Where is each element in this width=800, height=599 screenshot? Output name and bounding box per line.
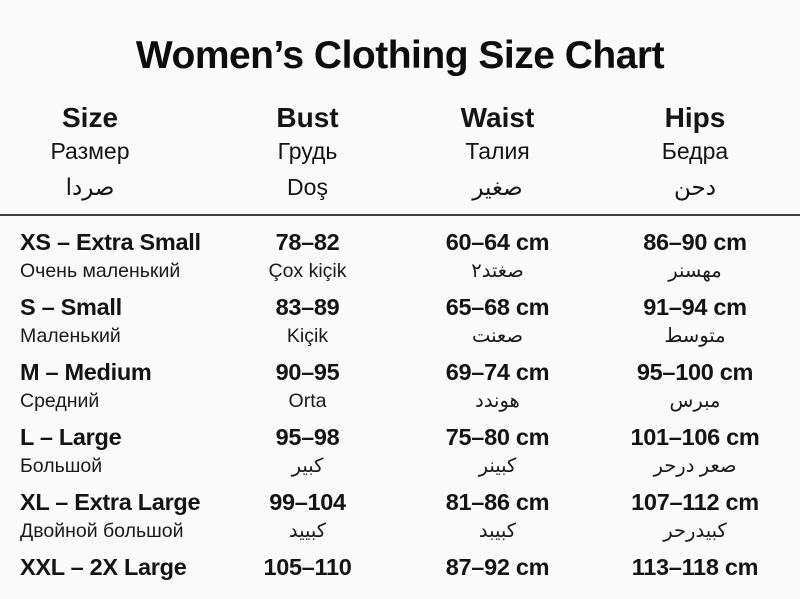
table-row: XXL – 2X Large 105–110 87–92 cm 113–118 …: [0, 545, 800, 599]
hips-translation: كبيدرحر: [663, 520, 727, 542]
size-translation: Двойной большой: [20, 520, 184, 542]
table-row: XL – Extra Large Двойной большой 99–104 …: [0, 480, 800, 545]
bust-value: 105–110: [263, 554, 352, 580]
page-title: Women’s Clothing Size Chart: [135, 34, 665, 77]
hips-value: 107–112 cm: [631, 489, 759, 515]
bust-value: 83–89: [275, 294, 340, 320]
header-waist-ru: Талия: [465, 138, 530, 164]
size-translation: Средний: [20, 390, 100, 412]
size-cell: S – Small Маленький: [0, 285, 210, 350]
hips-cell: 95–100 cm مبرس: [590, 350, 800, 415]
waist-translation: هوندد: [475, 390, 520, 412]
hips-cell: 91–94 cm متوسط: [590, 285, 800, 350]
bust-translation: Kiçik: [286, 325, 329, 347]
waist-cell: 69–74 cm هوندد: [405, 350, 590, 415]
size-value: XS – Extra Small: [20, 229, 201, 255]
header-bust-en: Bust: [276, 102, 339, 133]
size-value: L – Large: [20, 424, 122, 450]
bust-translation: Çox kiçik: [268, 260, 347, 282]
size-translation: Большой: [20, 455, 103, 477]
bust-value: 95–98: [275, 424, 340, 450]
header-hips: Hips Бедра دحن: [590, 102, 800, 206]
table-row: M – Medium Средний 90–95 Orta 69–74 cm ه…: [0, 350, 800, 415]
hips-translation: صعر درحر: [653, 455, 737, 477]
hips-value: 91–94 cm: [643, 294, 747, 320]
hips-translation: مهسنر: [668, 260, 722, 282]
size-cell: XXL – 2X Large: [0, 545, 210, 599]
size-cell: M – Medium Средний: [0, 350, 210, 415]
header-hips-ar: دحن: [674, 174, 716, 200]
waist-translation: كبينر: [478, 455, 517, 477]
waist-value: 87–92 cm: [445, 554, 550, 580]
hips-value: 113–118 cm: [631, 554, 759, 580]
hips-value: 101–106 cm: [630, 424, 760, 450]
bust-cell: 78–82 Çox kiçik: [210, 220, 405, 285]
size-cell: XS – Extra Small Очень маленький: [0, 220, 210, 285]
bust-cell: 83–89 Kiçik: [210, 285, 405, 350]
bust-cell: 99–104 كبييد: [210, 480, 405, 545]
bust-translation: كبير: [291, 455, 324, 477]
header-waist: Waist Талия صغير: [405, 102, 590, 206]
header-hips-en: Hips: [664, 102, 726, 133]
waist-cell: 75–80 cm كبينر: [405, 415, 590, 480]
bust-value: 99–104: [269, 489, 346, 515]
header-hips-ru: Бедра: [661, 138, 729, 164]
waist-cell: 65–68 cm صعنت: [405, 285, 590, 350]
bust-cell: 90–95 Orta: [210, 350, 405, 415]
header-waist-en: Waist: [460, 102, 535, 133]
waist-value: 81–86 cm: [445, 489, 550, 515]
table-body: XS – Extra Small Очень маленький 78–82 Ç…: [0, 220, 800, 599]
header-size-en: Size: [61, 102, 119, 133]
header-divider: [0, 214, 800, 216]
hips-cell: 113–118 cm: [590, 545, 800, 599]
size-cell: XL – Extra Large Двойной большой: [0, 480, 210, 545]
hips-cell: 86–90 cm مهسنر: [590, 220, 800, 285]
waist-cell: 87–92 cm: [405, 545, 590, 599]
header-bust-az: Doş: [287, 174, 328, 200]
hips-cell: 107–112 cm كبيدرحر: [590, 480, 800, 545]
bust-cell: 95–98 كبير: [210, 415, 405, 480]
size-cell: L – Large Большой: [0, 415, 210, 480]
bust-value: 90–95: [275, 359, 340, 385]
waist-translation: صغتد٢: [471, 260, 524, 282]
bust-translation: كبييد: [288, 520, 327, 542]
header-waist-ar: صغير: [472, 174, 523, 200]
waist-value: 60–64 cm: [445, 229, 550, 255]
hips-translation: متوسط: [664, 325, 726, 347]
header-size-ar: صردا: [65, 174, 115, 200]
waist-translation: صعنت: [472, 325, 523, 347]
bust-value: 78–82: [275, 229, 340, 255]
waist-value: 65–68 cm: [445, 294, 550, 320]
size-value: M – Medium: [20, 359, 152, 385]
header-bust-ru: Грудь: [277, 138, 338, 164]
header-bust: Bust Грудь Doş: [210, 102, 405, 206]
size-value: XL – Extra Large: [20, 489, 201, 515]
table-row: L – Large Большой 95–98 كبير 75–80 cm كب…: [0, 415, 800, 480]
size-value: S – Small: [20, 294, 122, 320]
size-translation: Очень маленький: [20, 260, 181, 282]
waist-value: 69–74 cm: [445, 359, 550, 385]
size-translation: Маленький: [20, 325, 121, 347]
waist-translation: كبيبد: [478, 520, 517, 542]
table-row: S – Small Маленький 83–89 Kiçik 65–68 cm…: [0, 285, 800, 350]
waist-value: 75–80 cm: [445, 424, 550, 450]
bust-cell: 105–110: [210, 545, 405, 599]
hips-value: 86–90 cm: [643, 229, 747, 255]
header-size: Size Размер صردا: [0, 102, 210, 206]
waist-cell: 81–86 cm كبيبد: [405, 480, 590, 545]
header-size-ru: Размер: [50, 138, 130, 164]
hips-cell: 101–106 cm صعر درحر: [590, 415, 800, 480]
size-value: XXL – 2X Large: [20, 554, 187, 580]
hips-translation: مبرس: [669, 390, 721, 412]
table-header: Size Размер صردا Bust Грудь Doş Waist Та…: [0, 102, 800, 206]
hips-value: 95–100 cm: [636, 359, 754, 385]
waist-cell: 60–64 cm صغتد٢: [405, 220, 590, 285]
table-row: XS – Extra Small Очень маленький 78–82 Ç…: [0, 220, 800, 285]
bust-translation: Orta: [288, 390, 327, 412]
